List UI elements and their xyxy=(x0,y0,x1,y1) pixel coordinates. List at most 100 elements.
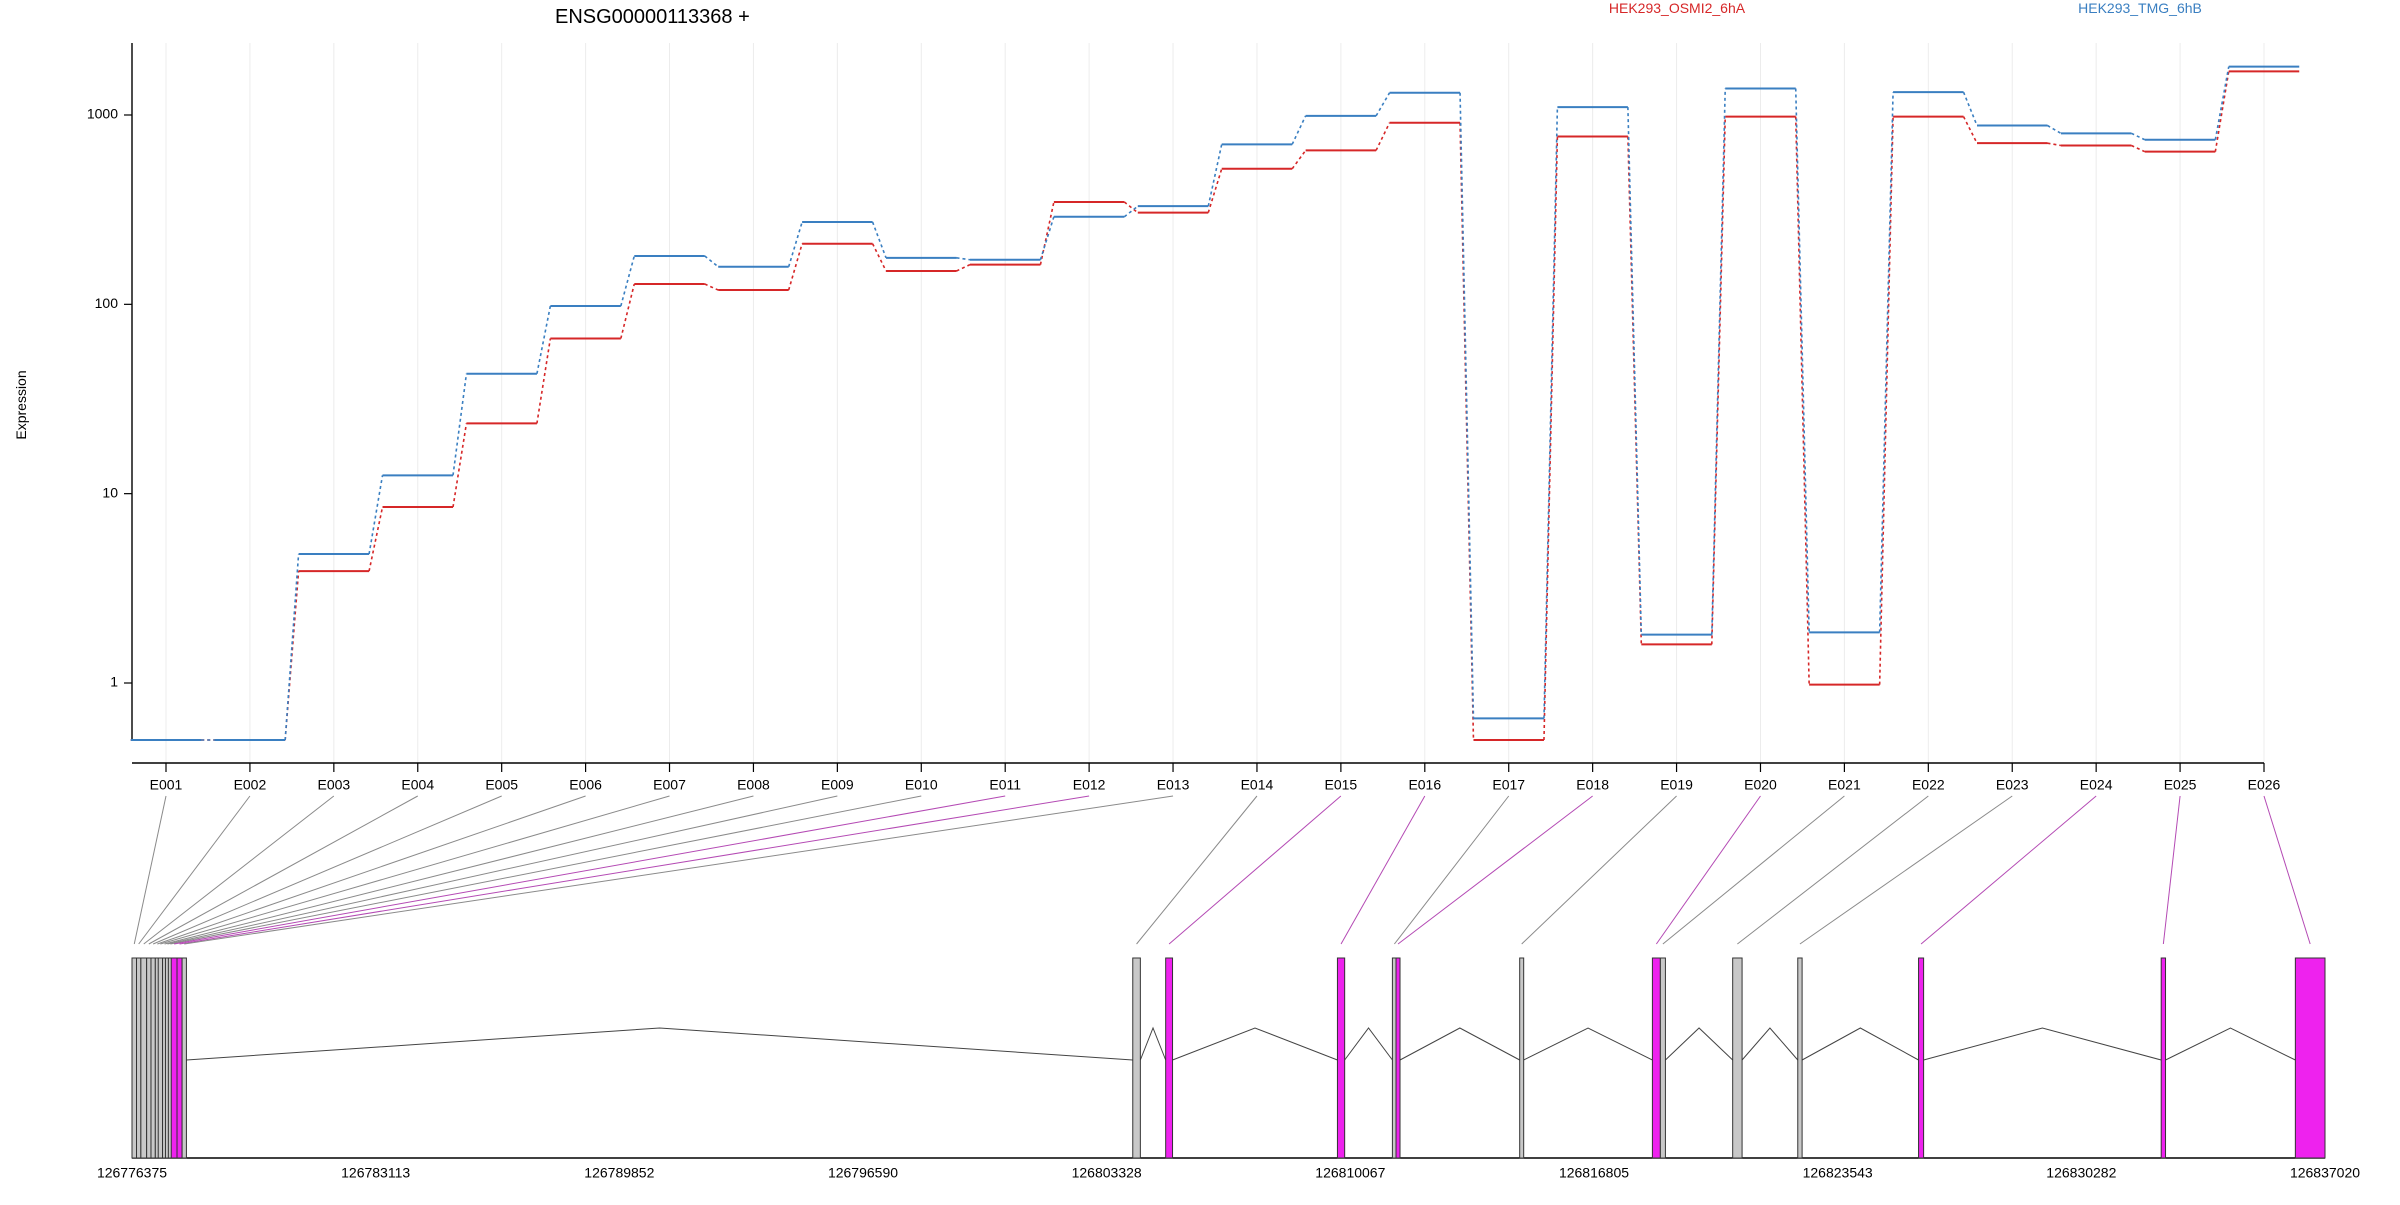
connector-E002 xyxy=(138,795,251,945)
connector-E011 xyxy=(174,795,1006,945)
x-tick-label-E010: E010 xyxy=(905,777,938,793)
series-1-link-5 xyxy=(536,338,552,424)
intron-E014-E015 xyxy=(1139,1026,1167,1061)
exon-E003 xyxy=(140,957,148,1159)
intron-E021-E022 xyxy=(1665,1027,1734,1061)
x-tick-label-E011: E011 xyxy=(989,777,1021,793)
series-1-link-12 xyxy=(1123,201,1139,214)
x-tick-label-E016: E016 xyxy=(1408,777,1441,793)
series-1-link-9 xyxy=(871,243,887,272)
x-tick-label-E012: E012 xyxy=(1073,777,1106,793)
y-axis-label: Expression xyxy=(13,370,29,439)
connector-E014 xyxy=(1136,795,1258,945)
x-tick-label-E024: E024 xyxy=(2080,777,2113,793)
x-tick-label-E013: E013 xyxy=(1157,777,1190,793)
y-tick-label-1000: 1000 xyxy=(87,106,118,122)
series-2-link-24 xyxy=(2131,132,2146,141)
connector-E024 xyxy=(1920,795,2097,945)
x-tick-label-E002: E002 xyxy=(234,777,267,793)
series-1-link-13 xyxy=(1207,168,1223,213)
exon-connectors xyxy=(133,795,2311,945)
exon-E019 xyxy=(1519,957,1525,1159)
series-1 xyxy=(130,70,2300,741)
y-tick-label-100: 100 xyxy=(95,295,119,311)
series-1-link-8 xyxy=(787,243,803,291)
series-2-link-12 xyxy=(1123,205,1139,218)
series-2 xyxy=(130,65,2300,741)
intron-E015-E016 xyxy=(1172,1027,1338,1061)
x-tick-label-E008: E008 xyxy=(737,777,770,793)
grid-layer xyxy=(165,43,2265,763)
exon-E025 xyxy=(2160,957,2167,1159)
series-2-link-18 xyxy=(1627,107,1643,635)
intron-E023-E024 xyxy=(1801,1027,1919,1061)
connector-E010 xyxy=(170,795,922,945)
x-tick-label-E006: E006 xyxy=(569,777,602,793)
exon-E012 xyxy=(176,957,183,1159)
series-1-link-21 xyxy=(1878,116,1894,685)
coord-label-2: 126789852 xyxy=(584,1165,654,1181)
x-tick-label-E023: E023 xyxy=(1996,777,2029,793)
exon-E023 xyxy=(1797,957,1803,1159)
exon-E001 xyxy=(131,957,138,1159)
series-1-link-15 xyxy=(1375,122,1391,151)
series-2-link-15 xyxy=(1375,92,1391,117)
coord-label-0: 126776375 xyxy=(97,1165,167,1181)
series-2-link-5 xyxy=(536,305,552,374)
y-tick-label-10: 10 xyxy=(102,484,118,500)
x-tick-label-E019: E019 xyxy=(1660,777,1693,793)
series-1-link-3 xyxy=(368,506,384,572)
series-1-link-7 xyxy=(704,283,719,291)
exon-E007 xyxy=(157,957,164,1159)
coord-label-4: 126803328 xyxy=(1072,1165,1142,1181)
exon-E022 xyxy=(1732,957,1743,1159)
connector-E015 xyxy=(1168,795,1342,945)
x-tick-label-E003: E003 xyxy=(317,777,350,793)
connector-E007 xyxy=(160,795,670,945)
coord-label-8: 126830282 xyxy=(2046,1165,2116,1181)
exon-E015 xyxy=(1165,957,1174,1159)
connector-E021 xyxy=(1662,795,1845,945)
series-1-link-23 xyxy=(2047,142,2062,147)
series-2-link-23 xyxy=(2047,124,2062,135)
exons xyxy=(131,957,2326,1159)
x-tick-label-E025: E025 xyxy=(2164,777,2197,793)
series-1-link-14 xyxy=(1291,149,1307,170)
x-tick-label-E004: E004 xyxy=(401,777,434,793)
intron-E022-E023 xyxy=(1741,1027,1799,1061)
chart-title: ENSG00000113368 + xyxy=(555,6,750,28)
series-2-link-22 xyxy=(1962,91,1978,126)
series-2-link-14 xyxy=(1291,115,1307,145)
connector-E004 xyxy=(148,795,419,945)
legend-series-2: HEK293_TMG_6hB xyxy=(2078,0,2202,16)
coord-label-5: 126810067 xyxy=(1315,1165,1385,1181)
connector-E019 xyxy=(1521,795,1677,945)
coord-label-7: 126823543 xyxy=(1803,1165,1873,1181)
exon-E021 xyxy=(1659,957,1666,1159)
series-1-link-6 xyxy=(620,283,636,339)
series-2-link-11 xyxy=(1039,216,1055,260)
exon-E004 xyxy=(146,957,152,1159)
connector-E009 xyxy=(167,795,838,945)
axes-layer xyxy=(131,43,2325,1159)
x-tick-label-E007: E007 xyxy=(653,777,686,793)
coord-label-3: 126796590 xyxy=(828,1165,898,1181)
exon-E026 xyxy=(2294,957,2326,1159)
series-2-link-21 xyxy=(1878,92,1894,633)
series-1-link-10 xyxy=(956,263,971,272)
connector-E001 xyxy=(133,795,167,945)
exon-E014 xyxy=(1132,957,1141,1159)
connector-E026 xyxy=(2263,795,2311,945)
exon-E020 xyxy=(1651,957,1661,1159)
connector-E020 xyxy=(1655,795,1761,945)
series-2-link-8 xyxy=(787,221,803,267)
intron-E024-E025 xyxy=(1923,1027,2162,1061)
connector-E016 xyxy=(1340,795,1426,945)
x-tick-label-E018: E018 xyxy=(1576,777,1609,793)
exon-E013 xyxy=(181,957,187,1159)
legend-series-1: HEK293_OSMI2_6hA xyxy=(1609,0,1746,16)
series-2-link-6 xyxy=(620,255,636,307)
series-1-link-17 xyxy=(1543,136,1559,741)
